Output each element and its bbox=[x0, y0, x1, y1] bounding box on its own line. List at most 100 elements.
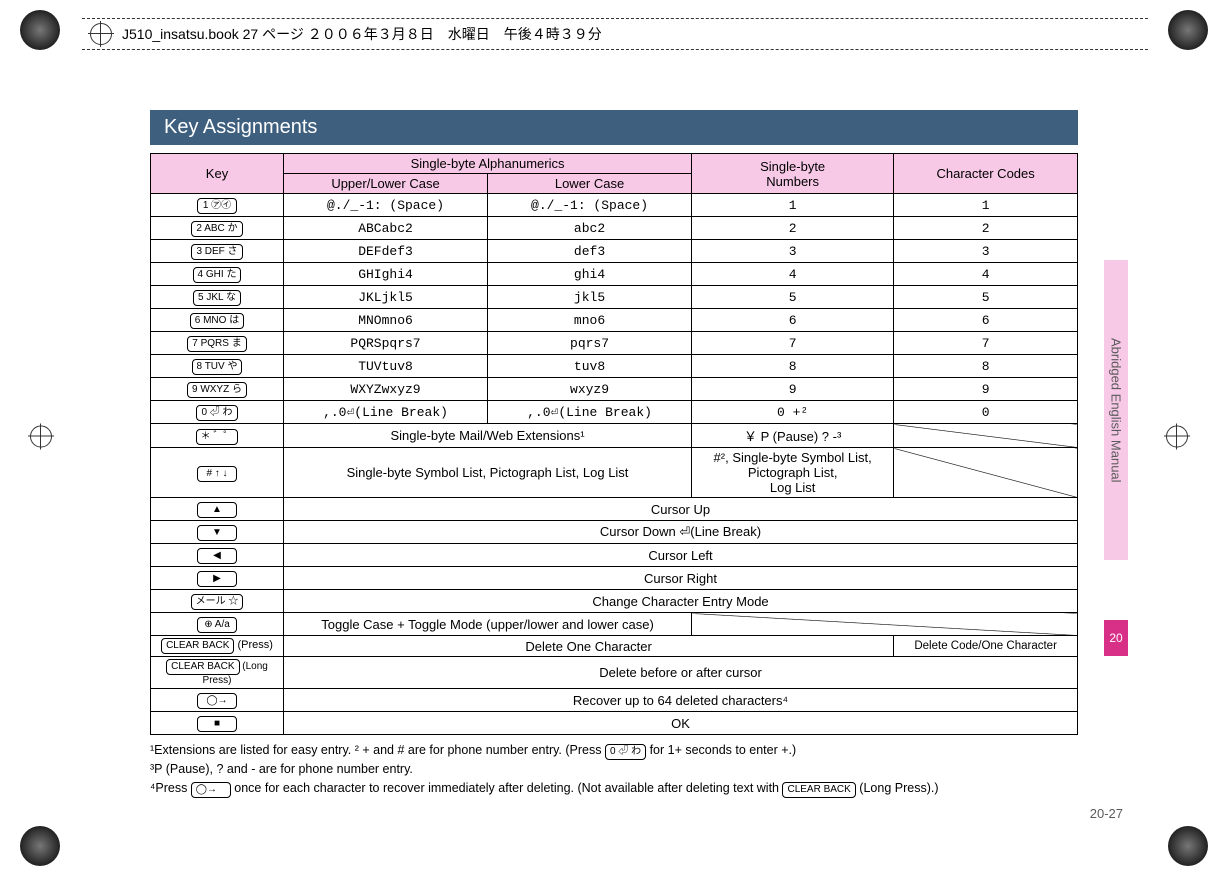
cell-code: 2 bbox=[894, 217, 1078, 240]
cell-star-num: ￥ P (Pause) ? -³ bbox=[692, 424, 894, 448]
side-tab: Abridged English Manual bbox=[1104, 260, 1128, 560]
cell-upper: ,.0⏎(Line Break) bbox=[284, 401, 488, 424]
cell-lower: jkl5 bbox=[488, 286, 692, 309]
cell-num: 9 bbox=[692, 378, 894, 401]
cell-na bbox=[894, 448, 1078, 498]
table-row: 3 DEF さDEFdef3def333 bbox=[151, 240, 1078, 263]
keycap: CLEAR BACK bbox=[166, 659, 239, 675]
cell-lower: ,.0⏎(Line Break) bbox=[488, 401, 692, 424]
keycap-inline: CLEAR BACK bbox=[782, 782, 855, 798]
table-row: ▲Cursor Up bbox=[151, 498, 1078, 521]
fn3a: ⁴Press bbox=[150, 781, 191, 795]
th-codes: Character Codes bbox=[894, 154, 1078, 194]
cell-upper: DEFdef3 bbox=[284, 240, 488, 263]
table-row: 7 PQRS まPQRSpqrs7pqrs777 bbox=[151, 332, 1078, 355]
keycap: 7 PQRS ま bbox=[187, 336, 246, 352]
cell-action: Change Character Entry Mode bbox=[284, 590, 1078, 613]
cell-code: 9 bbox=[894, 378, 1078, 401]
cell-key: CLEAR BACK (Long Press) bbox=[151, 657, 284, 689]
cell-lower: abc2 bbox=[488, 217, 692, 240]
keycap: ■ bbox=[197, 716, 237, 732]
cell-hash-alpha: Single-byte Symbol List, Pictograph List… bbox=[284, 448, 692, 498]
chapter-badge: 20 bbox=[1104, 620, 1128, 656]
keycap: 8 TUV や bbox=[192, 359, 243, 375]
print-emblem-bl bbox=[20, 826, 60, 866]
cell-clear: Delete One Character bbox=[284, 636, 894, 657]
cell-code: 7 bbox=[894, 332, 1078, 355]
cell-star-alpha: Single-byte Mail/Web Extensions¹ bbox=[284, 424, 692, 448]
doc-filename: J510_insatsu.book 27 ページ ２００６年３月８日 水曜日 午… bbox=[122, 24, 602, 44]
cell-action: Cursor Right bbox=[284, 567, 1078, 590]
row-star: ＊ ゛゜ Single-byte Mail/Web Extensions¹ ￥ … bbox=[151, 424, 1078, 448]
cell-lower: pqrs7 bbox=[488, 332, 692, 355]
keycap: 9 WXYZ ら bbox=[187, 382, 247, 398]
table-row: ▶Cursor Right bbox=[151, 567, 1078, 590]
keycap-inline: ◯→ bbox=[191, 782, 231, 798]
cell-action: Cursor Up bbox=[284, 498, 1078, 521]
side-tab-label: Abridged English Manual bbox=[1109, 338, 1124, 483]
cell-code: 0 bbox=[894, 401, 1078, 424]
cell-upper: PQRSpqrs7 bbox=[284, 332, 488, 355]
fn1c: for 1+ seconds to enter +.) bbox=[646, 743, 796, 757]
key-suffix: (Press) bbox=[234, 639, 273, 651]
table-row: 6 MNO はMNOmno6mno666 bbox=[151, 309, 1078, 332]
print-emblem-br bbox=[1168, 826, 1208, 866]
print-emblem-tr bbox=[1168, 10, 1208, 50]
cell-num: 8 bbox=[692, 355, 894, 378]
cell-upper: MNOmno6 bbox=[284, 309, 488, 332]
cell-lower: ghi4 bbox=[488, 263, 692, 286]
registration-mark-left bbox=[30, 426, 62, 451]
table-row: 8 TUV やTUVtuv8tuv888 bbox=[151, 355, 1078, 378]
cell-num: 3 bbox=[692, 240, 894, 263]
keycap: ◯→ bbox=[197, 693, 237, 709]
cell-na bbox=[894, 424, 1078, 448]
cell-code: 3 bbox=[894, 240, 1078, 263]
table-row: 2 ABC かABCabc2abc222 bbox=[151, 217, 1078, 240]
th-key: Key bbox=[151, 154, 284, 194]
fn3c: (Long Press).) bbox=[856, 781, 939, 795]
table-row: 5 JKL なJKLjkl5jkl555 bbox=[151, 286, 1078, 309]
th-upper-lower: Upper/Lower Case bbox=[284, 174, 488, 194]
keycap: 3 DEF さ bbox=[191, 244, 242, 260]
cell-code: 5 bbox=[894, 286, 1078, 309]
keycap: 5 JKL な bbox=[193, 290, 241, 306]
page-content: Key Assignments Key Single-byte Alphanum… bbox=[150, 110, 1078, 798]
cell-lower: wxyz9 bbox=[488, 378, 692, 401]
cell-upper: WXYZwxyz9 bbox=[284, 378, 488, 401]
keycap: 2 ABC か bbox=[191, 221, 242, 237]
table-row: 9 WXYZ らWXYZwxyz9wxyz999 bbox=[151, 378, 1078, 401]
cell-num: 5 bbox=[692, 286, 894, 309]
cell-upper: TUVtuv8 bbox=[284, 355, 488, 378]
table-row: ▼Cursor Down ⏎(Line Break) bbox=[151, 521, 1078, 544]
th-lower: Lower Case bbox=[488, 174, 692, 194]
keycap: 6 MNO は bbox=[190, 313, 244, 329]
table-row: 0 ⏎ わ,.0⏎(Line Break),.0⏎(Line Break)0 +… bbox=[151, 401, 1078, 424]
cell-na bbox=[692, 613, 1078, 636]
keycap: 0 ⏎ わ bbox=[196, 405, 237, 421]
row-ok: ■ OK bbox=[151, 712, 1078, 735]
keycap-inline: 0 ⏎ わ bbox=[605, 744, 646, 760]
cell-code: 1 bbox=[894, 194, 1078, 217]
cell-upper: GHIghi4 bbox=[284, 263, 488, 286]
key-assignments-table: Key Single-byte Alphanumerics Single-byt… bbox=[150, 153, 1078, 735]
page-number: 20-27 bbox=[1090, 806, 1123, 821]
keycap: ⊕ A/a bbox=[197, 617, 237, 633]
table-row: 4 GHI たGHIghi4ghi444 bbox=[151, 263, 1078, 286]
cell-hash-num: #², Single-byte Symbol List, Pictograph … bbox=[692, 448, 894, 498]
cell-num: 1 bbox=[692, 194, 894, 217]
fn1b: ² + and # are for phone number entry. (P… bbox=[355, 743, 605, 757]
cell-upper: ABCabc2 bbox=[284, 217, 488, 240]
fn1a: ¹Extensions are listed for easy entry. bbox=[150, 743, 355, 757]
cell-lower: def3 bbox=[488, 240, 692, 263]
row-hash: # ↑ ↓ Single-byte Symbol List, Pictograp… bbox=[151, 448, 1078, 498]
row-toggle: ⊕ A/a Toggle Case + Toggle Mode (upper/l… bbox=[151, 613, 1078, 636]
keycap: ＊ ゛゜ bbox=[196, 429, 239, 445]
cell-code: 8 bbox=[894, 355, 1078, 378]
section-title: Key Assignments bbox=[150, 110, 1078, 145]
cell-code: 4 bbox=[894, 263, 1078, 286]
row-clear-long: CLEAR BACK (Long Press) Delete before or… bbox=[151, 657, 1078, 689]
cell-num: 4 bbox=[692, 263, 894, 286]
cell-num: 6 bbox=[692, 309, 894, 332]
doc-header: J510_insatsu.book 27 ページ ２００６年３月８日 水曜日 午… bbox=[82, 18, 1148, 50]
keycap: 4 GHI た bbox=[193, 267, 242, 283]
